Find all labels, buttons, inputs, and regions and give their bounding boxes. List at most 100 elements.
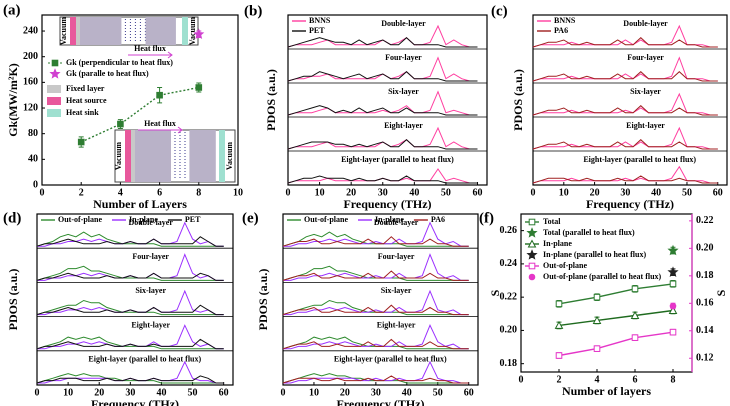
row-label: Six-layer	[388, 87, 419, 96]
inset-fixed	[131, 130, 135, 182]
pdos-line	[287, 175, 478, 184]
x-axis-label: Frequency (THz)	[336, 397, 424, 406]
y-axis-label: PDOS (a.u.)	[511, 69, 525, 131]
pdos-line	[283, 289, 469, 316]
legend-label: BNNS	[554, 16, 576, 25]
y-tick-label: 240	[23, 25, 38, 36]
pdos-line	[287, 168, 478, 184]
panel-label: (c)	[491, 3, 508, 19]
triangle-marker	[668, 305, 678, 314]
pdos-line	[36, 304, 224, 316]
triangle-marker	[554, 320, 564, 329]
inset-fixed	[76, 17, 80, 45]
legend-patch	[47, 109, 61, 117]
plot-frame	[520, 213, 693, 373]
legend-label: Out-of-plane (parallel to heat flux)	[543, 272, 662, 281]
triangle-marker	[630, 310, 640, 319]
x-axis-label: Number of layers	[562, 384, 651, 398]
plot-frame	[36, 213, 234, 386]
y2-axis-label: S	[714, 289, 728, 296]
square-marker	[669, 280, 677, 288]
x-axis-label: Frequency (THz)	[343, 197, 431, 211]
legend-label: PET	[309, 26, 325, 35]
pdos-line	[282, 375, 469, 384]
x-axis-label: Frequency (THz)	[91, 397, 179, 406]
square-marker	[593, 293, 601, 301]
x-tick-label: 20	[346, 187, 356, 198]
x-tick-label: 2	[557, 374, 562, 385]
star-marker	[667, 244, 679, 256]
x-tick-label: 2	[79, 187, 84, 198]
triangle-marker	[527, 239, 537, 248]
row-label: Eight-layer (parallel to heat flux)	[334, 355, 447, 364]
x-tick-label: 30	[125, 387, 135, 398]
pdos-line	[36, 336, 224, 350]
y-tick-label: 0.22	[500, 291, 518, 302]
square-marker	[156, 91, 163, 99]
y-tick-label: 200	[23, 51, 38, 62]
square-marker	[195, 84, 203, 91]
pdos-line	[36, 299, 224, 316]
pdos-line	[287, 126, 478, 150]
plot-frame	[282, 213, 479, 386]
legend-label: PA6	[554, 26, 568, 35]
y-axis-label: S	[488, 289, 502, 296]
y-tick-label: 160	[23, 77, 38, 88]
legend-label: Out-of-plane	[543, 261, 587, 270]
y-tick-label: 0.18	[696, 270, 714, 281]
series-line	[558, 331, 674, 357]
row-label: Double-layer	[381, 19, 426, 28]
pdos-line	[37, 289, 224, 316]
pdos-line	[287, 139, 478, 150]
panel-label: (d)	[3, 210, 21, 226]
y-tick-label: 0.22	[696, 215, 714, 226]
y-tick-label: 0.26	[500, 225, 518, 236]
y-tick-label: 0.24	[500, 258, 518, 269]
x-tick-label: 60	[464, 387, 474, 398]
x-tick-label: 30	[620, 187, 630, 198]
inset-sink	[182, 17, 188, 45]
annotation: Vacuum	[225, 142, 234, 170]
square-marker	[51, 59, 59, 67]
y-axis-label: Gk(MW/m²K)	[6, 63, 20, 137]
pdos-line	[532, 105, 718, 116]
triangle-marker	[592, 315, 602, 324]
panel-label: (a)	[3, 2, 21, 18]
legend-label: In-plane	[375, 215, 404, 224]
pdos-line	[532, 126, 718, 150]
x-tick-label: 0	[519, 374, 524, 385]
legend-label: BNNS	[309, 16, 331, 25]
legend-patch	[47, 97, 61, 105]
row-label: Six-layer	[630, 87, 661, 96]
inset-molecule	[135, 130, 171, 182]
x-tick-label: 0	[531, 187, 536, 198]
x-tick-label: 6	[157, 187, 162, 198]
x-tick-label: 30	[371, 387, 381, 398]
row-label: Six-layer	[381, 286, 412, 295]
plot-frame	[532, 14, 728, 186]
pdos-line	[287, 105, 478, 116]
legend-label: Out-of-plane	[304, 215, 348, 224]
x-tick-label: 0	[35, 387, 40, 398]
pdos-line	[532, 92, 718, 116]
x-tick-label: 40	[651, 187, 661, 198]
pdos-line	[287, 56, 478, 82]
x-tick-label: 4	[118, 187, 123, 198]
x-tick-label: 0	[281, 387, 286, 398]
panel-label: (e)	[242, 210, 259, 226]
row-label: Four-layer	[627, 53, 664, 62]
panel-label: (b)	[244, 3, 262, 19]
x-tick-label: 40	[402, 387, 412, 398]
legend-label: Heat sink	[66, 108, 99, 117]
row-label: Eight-layer	[384, 121, 423, 130]
square-marker	[528, 218, 536, 226]
pdos-line	[532, 37, 718, 48]
x-tick-label: 50	[441, 187, 451, 198]
inset-source	[70, 17, 76, 45]
inset-source	[125, 130, 131, 182]
x-tick-label: 20	[590, 187, 600, 198]
y-tick-label: 0.16	[696, 298, 714, 309]
heat-flux-arrow	[138, 126, 183, 134]
